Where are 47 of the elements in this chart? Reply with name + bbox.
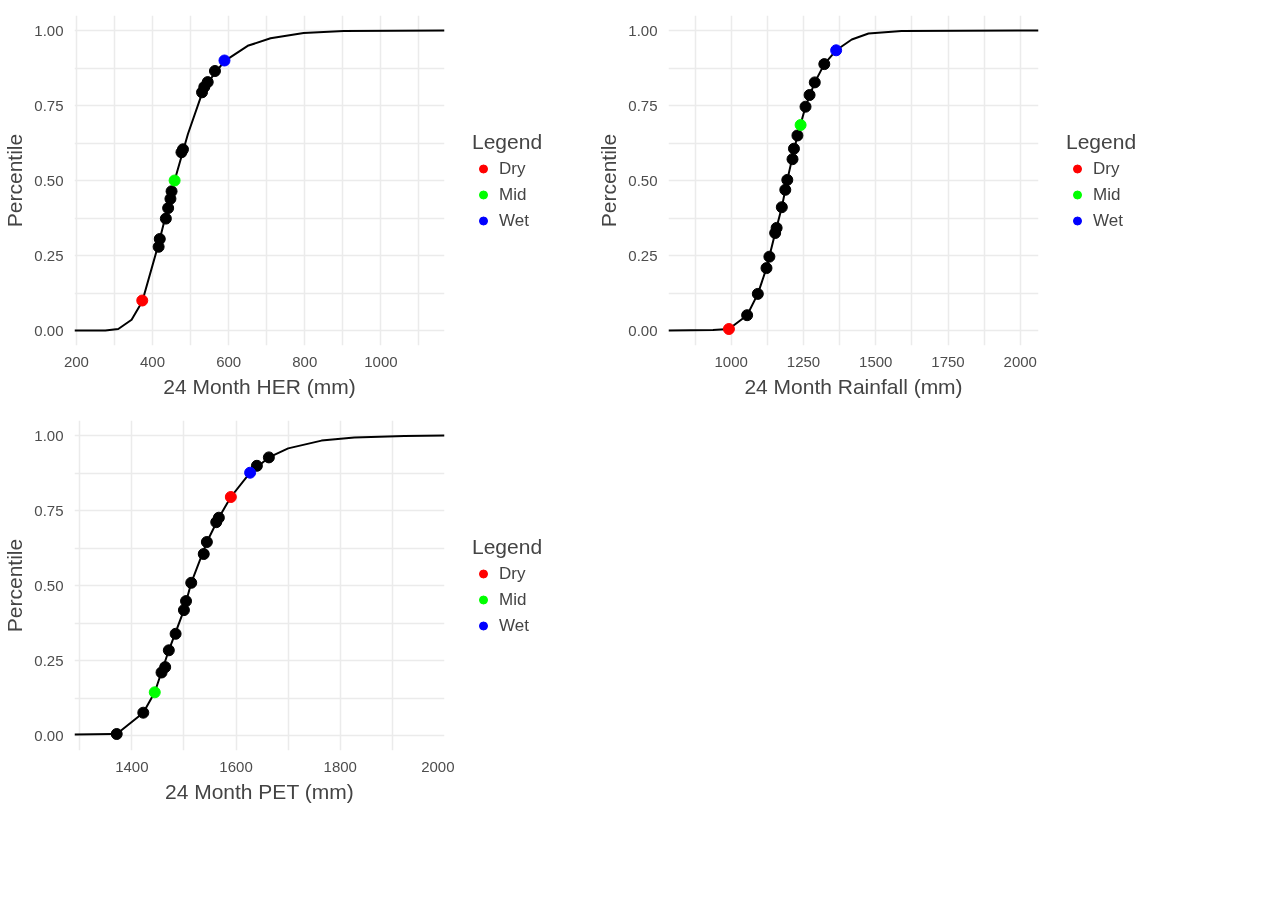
x-tick-label: 1000 xyxy=(364,352,398,370)
x-tick-label: 1000 xyxy=(714,352,748,370)
y-tick-label: 0.75 xyxy=(628,96,658,114)
legend-label: Mid xyxy=(499,184,527,205)
y-axis-title: Percentile xyxy=(597,133,621,228)
x-tick-label: 1500 xyxy=(859,352,893,370)
y-tick-label: 0.50 xyxy=(34,171,64,189)
x-tick-label: 1250 xyxy=(786,352,821,370)
legend-label: Wet xyxy=(499,210,529,231)
y-tick-label: 0.50 xyxy=(34,576,64,594)
y-tick-label: 0.25 xyxy=(34,651,64,669)
legend-title: Legend xyxy=(472,534,543,559)
y-tick-label: 0.75 xyxy=(34,501,64,519)
legend-title: Legend xyxy=(1066,129,1137,154)
x-tick-label: 1800 xyxy=(323,757,357,775)
legend-label: Mid xyxy=(499,589,527,610)
x-axis-title: 24 Month Rainfall (mm) xyxy=(744,374,963,398)
y-tick-label: 1.00 xyxy=(34,21,64,39)
legend-label: Wet xyxy=(499,615,529,636)
y-axis-title: Percentile xyxy=(3,133,27,228)
y-tick-label: 0.00 xyxy=(34,726,64,744)
legend-label: Dry xyxy=(1093,158,1120,179)
y-tick-label: 0.75 xyxy=(34,96,64,114)
x-tick-label: 2000 xyxy=(1003,352,1037,370)
legend-label: Mid xyxy=(1093,184,1121,205)
x-tick-label: 400 xyxy=(140,352,166,370)
legend-title: Legend xyxy=(472,129,543,154)
legend-label: Wet xyxy=(1093,210,1123,231)
x-tick-label: 200 xyxy=(63,352,89,370)
legend-label: Dry xyxy=(499,563,526,584)
y-tick-label: 0.00 xyxy=(34,321,64,339)
y-tick-label: 0.50 xyxy=(628,171,658,189)
x-tick-label: 600 xyxy=(216,352,242,370)
x-axis-title: 24 Month HER (mm) xyxy=(163,374,356,398)
y-tick-label: 1.00 xyxy=(628,21,658,39)
y-tick-label: 1.00 xyxy=(34,426,64,444)
y-tick-label: 0.00 xyxy=(628,321,658,339)
y-tick-label: 0.25 xyxy=(628,246,658,264)
y-axis-title: Percentile xyxy=(3,538,27,633)
x-tick-label: 2000 xyxy=(421,757,455,775)
x-tick-label: 1600 xyxy=(219,757,253,775)
y-tick-label: 0.25 xyxy=(34,246,64,264)
x-axis-title: 24 Month PET (mm) xyxy=(164,779,354,803)
x-tick-label: 800 xyxy=(292,352,318,370)
x-tick-label: 1750 xyxy=(931,352,965,370)
legend-label: Dry xyxy=(499,158,526,179)
x-tick-label: 1400 xyxy=(115,757,149,775)
